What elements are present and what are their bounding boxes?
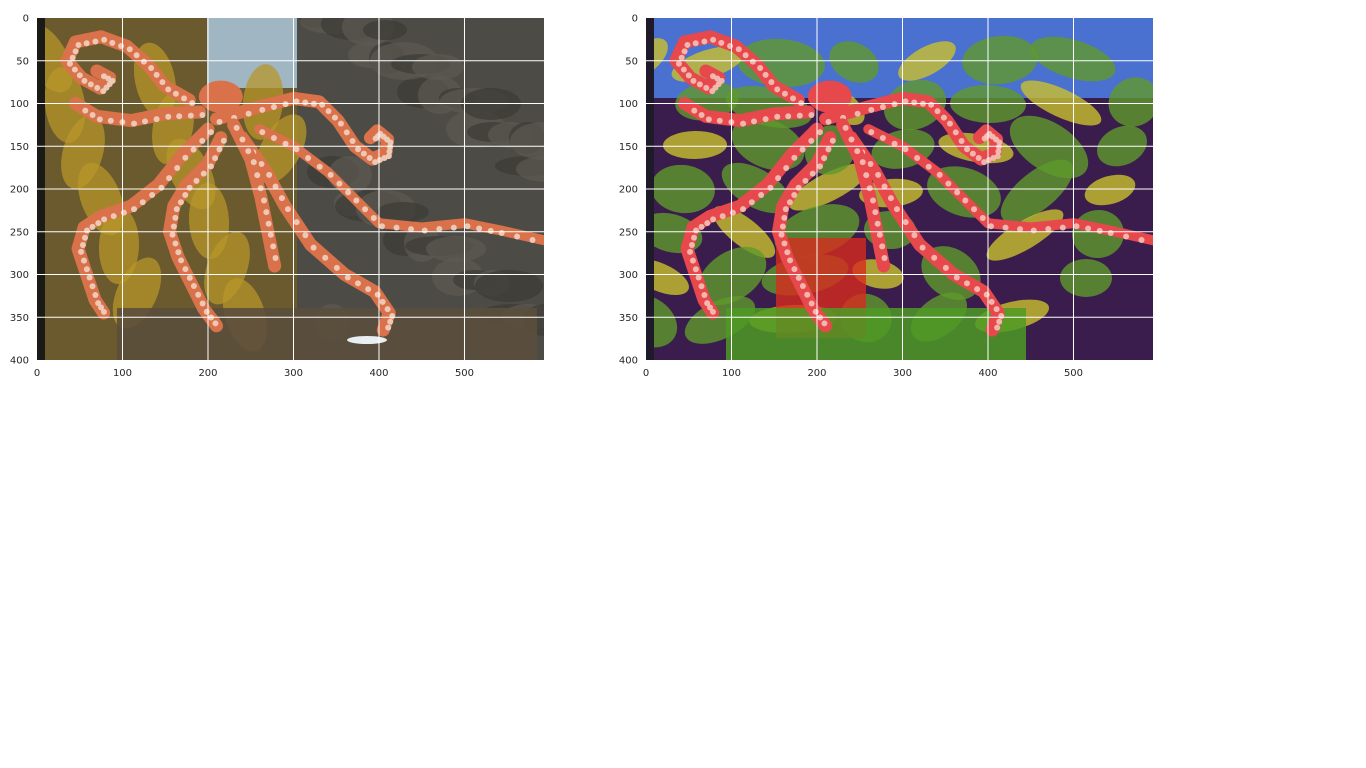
x-tick-label: 300 [893, 368, 912, 379]
octopus-arm [60, 30, 196, 107]
image-content [37, 18, 544, 360]
x-tick-label: 0 [34, 368, 40, 379]
y-tick-label: 50 [625, 56, 638, 67]
grid-lines [646, 18, 1153, 360]
stylized-painting-axes: 0 100 200 300 400 500 0 50 100 150 200 250 300 350 400 [619, 14, 1153, 380]
y-tick-label: 300 [10, 270, 29, 281]
y-tick-label: 0 [23, 14, 29, 25]
y-tick-label: 200 [619, 185, 638, 196]
y-tick-label: 400 [10, 356, 29, 367]
octopus-arm [669, 30, 805, 107]
y-tick-label: 350 [619, 313, 638, 324]
y-tick-label: 250 [619, 227, 638, 238]
x-tick-label: 100 [722, 368, 741, 379]
octopus-arm [677, 97, 815, 128]
x-tick-label: 500 [455, 368, 474, 379]
x-tick-label: 300 [284, 368, 303, 379]
y-tick-label: 300 [619, 270, 638, 281]
grid-lines [37, 18, 544, 360]
octopus-head [807, 80, 852, 113]
octopus-arm [836, 118, 891, 273]
y-tick-label: 50 [16, 56, 29, 67]
x-tick-label: 200 [198, 368, 217, 379]
x-tick-label: 0 [643, 368, 649, 379]
y-tick-label: 200 [10, 185, 29, 196]
y-tick-label: 0 [632, 14, 638, 25]
octopus-head [198, 80, 243, 113]
y-tick-label: 350 [10, 313, 29, 324]
y-tick-label: 100 [10, 99, 29, 110]
tick-labels: 0 100 200 300 400 500 0 50 100 150 200 250 300 350 400 [619, 14, 1083, 380]
octopus-arm [68, 97, 206, 128]
y-tick-label: 100 [619, 99, 638, 110]
x-tick-label: 200 [807, 368, 826, 379]
tick-labels: 0 100 200 300 400 500 0 50 100 150 200 250 300 350 400 [10, 14, 474, 380]
y-tick-label: 150 [10, 142, 29, 153]
x-tick-label: 100 [113, 368, 132, 379]
x-tick-label: 400 [978, 368, 997, 379]
octopus [60, 30, 544, 337]
left-image-panel: 0 100 200 300 400 500 0 50 100 150 200 250 300 350 400 [0, 0, 580, 390]
original-photo-axes: 0 100 200 300 400 500 0 50 100 150 200 250 300 350 400 [10, 14, 544, 380]
right-image-panel: 0 100 200 300 400 500 0 50 100 150 200 250 300 350 400 [609, 0, 1189, 390]
octopus-arm [227, 118, 282, 273]
y-tick-label: 250 [10, 227, 29, 238]
octopus [669, 30, 1153, 337]
y-tick-label: 150 [619, 142, 638, 153]
x-tick-label: 500 [1064, 368, 1083, 379]
y-tick-label: 400 [619, 356, 638, 367]
x-tick-label: 400 [369, 368, 388, 379]
